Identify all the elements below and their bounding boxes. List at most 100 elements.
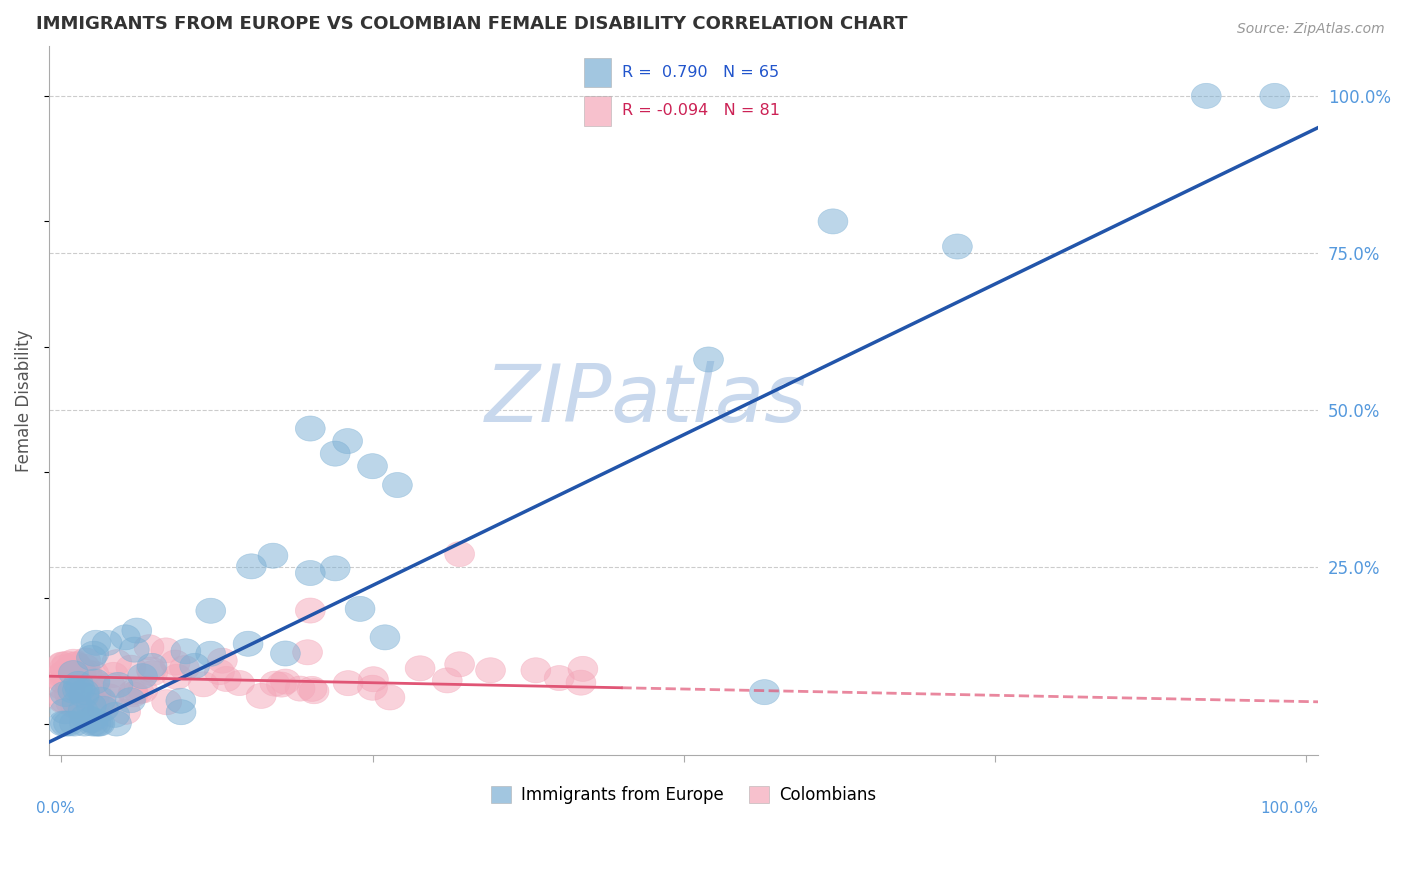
Ellipse shape bbox=[749, 680, 779, 705]
Ellipse shape bbox=[150, 638, 181, 663]
Ellipse shape bbox=[295, 598, 325, 624]
Ellipse shape bbox=[49, 655, 80, 680]
Ellipse shape bbox=[65, 677, 96, 702]
Ellipse shape bbox=[55, 658, 84, 683]
Ellipse shape bbox=[233, 632, 263, 657]
Ellipse shape bbox=[270, 641, 301, 666]
Ellipse shape bbox=[180, 653, 209, 679]
Ellipse shape bbox=[76, 693, 107, 719]
Ellipse shape bbox=[72, 659, 101, 685]
Ellipse shape bbox=[152, 690, 181, 714]
Ellipse shape bbox=[49, 698, 80, 723]
Ellipse shape bbox=[79, 641, 108, 666]
Ellipse shape bbox=[89, 696, 118, 722]
Ellipse shape bbox=[118, 681, 148, 706]
Ellipse shape bbox=[236, 554, 266, 579]
Ellipse shape bbox=[118, 680, 148, 705]
Text: 0.0%: 0.0% bbox=[37, 801, 75, 816]
Ellipse shape bbox=[69, 680, 100, 705]
Ellipse shape bbox=[65, 696, 94, 722]
Ellipse shape bbox=[53, 665, 83, 690]
Ellipse shape bbox=[67, 698, 98, 723]
Ellipse shape bbox=[82, 711, 111, 736]
Ellipse shape bbox=[60, 693, 90, 719]
Ellipse shape bbox=[87, 697, 117, 723]
Ellipse shape bbox=[475, 657, 506, 683]
Ellipse shape bbox=[160, 650, 190, 675]
Ellipse shape bbox=[166, 689, 195, 714]
Ellipse shape bbox=[567, 670, 596, 695]
Ellipse shape bbox=[225, 671, 254, 696]
Ellipse shape bbox=[544, 665, 574, 690]
Ellipse shape bbox=[375, 685, 405, 710]
Ellipse shape bbox=[818, 209, 848, 234]
Ellipse shape bbox=[79, 670, 108, 695]
Ellipse shape bbox=[62, 677, 93, 702]
Ellipse shape bbox=[136, 657, 166, 682]
Ellipse shape bbox=[120, 637, 149, 662]
Ellipse shape bbox=[295, 416, 325, 441]
Ellipse shape bbox=[55, 681, 84, 706]
Ellipse shape bbox=[59, 660, 89, 686]
Ellipse shape bbox=[77, 707, 107, 732]
Ellipse shape bbox=[86, 687, 115, 712]
Ellipse shape bbox=[48, 711, 77, 736]
Ellipse shape bbox=[297, 676, 328, 701]
Ellipse shape bbox=[285, 676, 315, 701]
Ellipse shape bbox=[58, 678, 87, 703]
Ellipse shape bbox=[80, 691, 110, 716]
Ellipse shape bbox=[55, 664, 84, 690]
Ellipse shape bbox=[46, 663, 77, 688]
Ellipse shape bbox=[60, 652, 90, 677]
Ellipse shape bbox=[299, 679, 329, 704]
Ellipse shape bbox=[62, 690, 91, 715]
Ellipse shape bbox=[333, 428, 363, 454]
Ellipse shape bbox=[79, 661, 108, 686]
Ellipse shape bbox=[382, 473, 412, 498]
Ellipse shape bbox=[86, 689, 115, 714]
Ellipse shape bbox=[51, 681, 80, 706]
Ellipse shape bbox=[76, 645, 107, 671]
Ellipse shape bbox=[344, 597, 375, 622]
Ellipse shape bbox=[138, 661, 167, 686]
Ellipse shape bbox=[46, 652, 77, 677]
Ellipse shape bbox=[70, 711, 100, 736]
Ellipse shape bbox=[128, 664, 157, 689]
Ellipse shape bbox=[96, 673, 125, 698]
Ellipse shape bbox=[53, 711, 83, 736]
Ellipse shape bbox=[124, 679, 153, 704]
Ellipse shape bbox=[83, 711, 114, 736]
Ellipse shape bbox=[444, 652, 475, 677]
Ellipse shape bbox=[520, 657, 551, 683]
Ellipse shape bbox=[48, 652, 77, 677]
Text: IMMIGRANTS FROM EUROPE VS COLOMBIAN FEMALE DISABILITY CORRELATION CHART: IMMIGRANTS FROM EUROPE VS COLOMBIAN FEMA… bbox=[37, 15, 908, 33]
Ellipse shape bbox=[432, 668, 463, 693]
Ellipse shape bbox=[1191, 83, 1222, 109]
Ellipse shape bbox=[115, 655, 146, 681]
Ellipse shape bbox=[66, 658, 96, 683]
Ellipse shape bbox=[134, 635, 165, 660]
Y-axis label: Female Disability: Female Disability bbox=[15, 329, 32, 472]
Ellipse shape bbox=[101, 649, 132, 674]
Ellipse shape bbox=[370, 624, 399, 650]
Ellipse shape bbox=[128, 678, 157, 703]
Ellipse shape bbox=[111, 699, 141, 724]
Ellipse shape bbox=[259, 543, 288, 568]
Ellipse shape bbox=[321, 441, 350, 467]
Ellipse shape bbox=[195, 641, 225, 666]
Ellipse shape bbox=[211, 666, 242, 691]
Ellipse shape bbox=[103, 673, 134, 698]
Ellipse shape bbox=[270, 669, 301, 694]
Ellipse shape bbox=[208, 648, 238, 673]
Ellipse shape bbox=[357, 454, 388, 479]
Ellipse shape bbox=[55, 674, 86, 699]
Ellipse shape bbox=[166, 699, 195, 725]
Ellipse shape bbox=[188, 672, 218, 697]
Ellipse shape bbox=[115, 688, 145, 713]
Ellipse shape bbox=[94, 684, 124, 709]
Ellipse shape bbox=[357, 675, 388, 700]
Ellipse shape bbox=[321, 556, 350, 581]
Text: 100.0%: 100.0% bbox=[1260, 801, 1319, 816]
Ellipse shape bbox=[60, 665, 90, 690]
Ellipse shape bbox=[93, 631, 122, 656]
